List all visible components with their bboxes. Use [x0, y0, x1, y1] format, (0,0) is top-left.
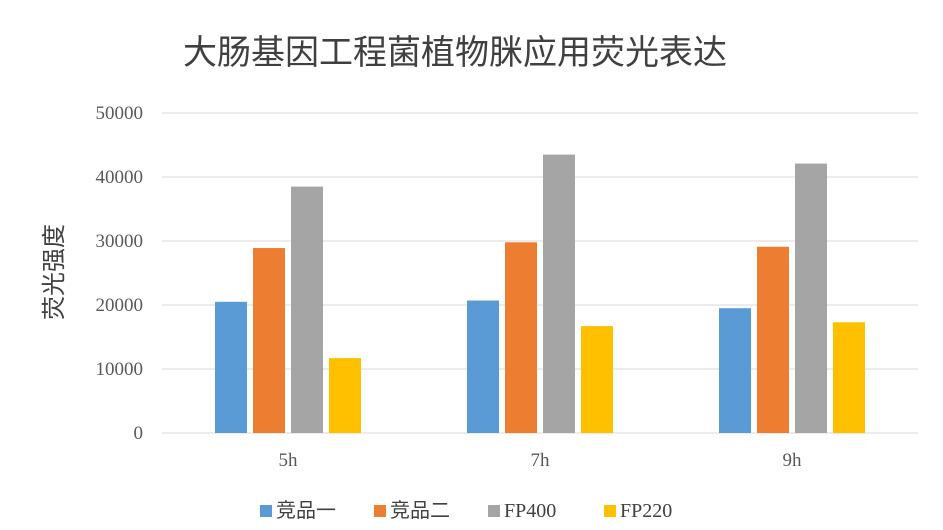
legend-label: FP220	[620, 500, 672, 522]
bar	[833, 322, 865, 433]
legend-swatch	[604, 505, 616, 517]
bar	[757, 246, 789, 433]
y-tick-label: 10000	[96, 359, 144, 380]
y-tick-label: 30000	[96, 231, 144, 252]
bar	[505, 242, 537, 433]
legend-swatch	[488, 505, 500, 517]
x-tick-label: 5h	[279, 450, 299, 471]
x-tick-label: 9h	[783, 450, 803, 471]
y-tick-label: 50000	[96, 103, 144, 124]
y-tick-label: 20000	[96, 295, 144, 316]
bar	[467, 300, 499, 433]
legend-swatch	[260, 505, 272, 517]
gridlines	[162, 112, 918, 434]
legend: 竞品一 竞品二 FP400 FP220	[260, 498, 672, 522]
legend-swatch	[374, 505, 386, 517]
bar	[719, 308, 751, 433]
y-tick-labels: 0 10000 20000 30000 40000 50000	[96, 103, 144, 444]
legend-label: 竞品二	[390, 498, 450, 522]
bars	[215, 154, 865, 433]
bar	[581, 326, 613, 433]
y-tick-label: 0	[134, 423, 144, 444]
y-axis-label: 荧光强度	[40, 224, 68, 320]
legend-label: 竞品一	[276, 498, 336, 522]
bar	[543, 154, 575, 433]
legend-label: FP400	[504, 500, 556, 522]
chart-title: 大肠基因工程菌植物脒应用荧光表达	[183, 33, 727, 73]
bar	[291, 186, 323, 433]
bar	[253, 248, 285, 433]
y-tick-label: 40000	[96, 167, 144, 188]
bar	[215, 301, 247, 433]
x-tick-labels: 5h 7h 9h	[279, 450, 803, 471]
bar	[795, 163, 827, 433]
bar	[329, 358, 361, 433]
x-tick-label: 7h	[531, 450, 551, 471]
